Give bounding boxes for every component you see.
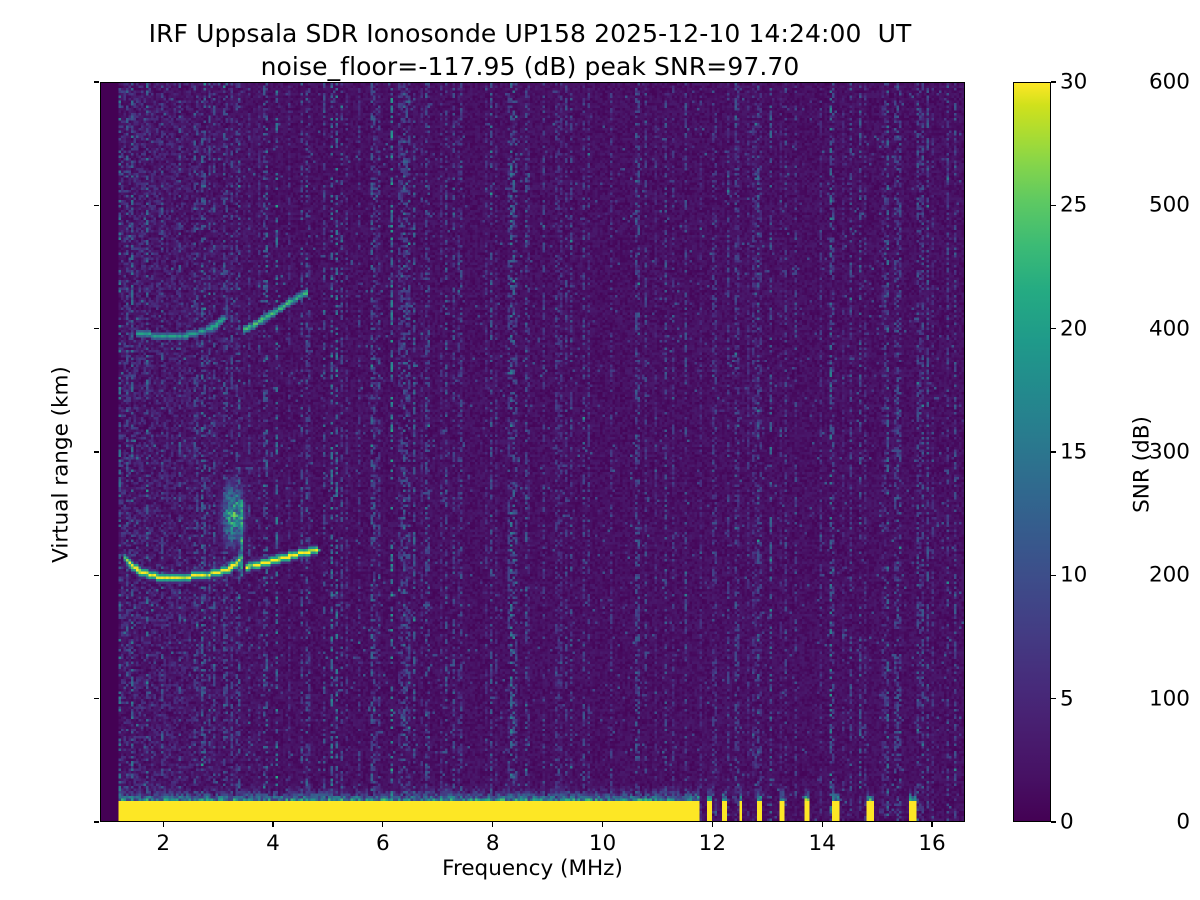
x-tick-label: 4 [266, 831, 280, 856]
y-tick-mark [94, 328, 99, 330]
colorbar-tick-mark [1051, 328, 1056, 330]
colorbar-tick-label: 20 [1060, 316, 1088, 342]
colorbar-tick-mark [1051, 821, 1056, 823]
colorbar-tick-label: 15 [1060, 439, 1088, 465]
colorbar-label: SNR (dB) [1129, 416, 1155, 513]
y-tick-mark [94, 698, 99, 700]
x-tick-mark [931, 822, 933, 827]
y-tick-mark [94, 451, 99, 453]
colorbar-tick-label: 25 [1060, 192, 1088, 218]
y-tick-mark [94, 574, 99, 576]
title-line-secondary: noise_floor=-117.95 (dB) peak SNR=97.70 [260, 51, 800, 81]
figure-title: IRF Uppsala SDR Ionosonde UP158 2025-12-… [0, 18, 1060, 83]
y-tick-label: 100 [1148, 686, 1190, 712]
y-tick-mark [94, 821, 99, 823]
colorbar-tick-label: 5 [1060, 686, 1074, 712]
x-tick-label: 12 [698, 831, 727, 856]
colorbar-tick-label: 0 [1060, 809, 1074, 835]
y-tick-label: 0 [1176, 809, 1190, 835]
x-tick-label: 6 [375, 831, 390, 856]
x-tick-label: 8 [485, 831, 500, 856]
ionogram-heatmap [101, 83, 964, 821]
y-tick-label: 500 [1148, 192, 1190, 218]
y-tick-label: 600 [1148, 69, 1190, 95]
colorbar-tick-mark [1051, 574, 1056, 576]
x-tick-mark [711, 822, 713, 827]
x-axis-label: Frequency (MHz) [442, 856, 623, 881]
y-tick-label: 200 [1148, 562, 1190, 588]
x-tick-mark [272, 822, 274, 827]
colorbar-tick-label: 30 [1060, 69, 1088, 95]
colorbar-tick-mark [1051, 81, 1056, 83]
x-tick-mark [601, 822, 604, 827]
y-tick-label: 400 [1148, 316, 1190, 342]
x-tick-label: 2 [156, 831, 170, 856]
x-tick-label: 10 [588, 831, 617, 856]
x-tick-label: 14 [808, 831, 836, 856]
y-tick-label: 300 [1148, 439, 1190, 465]
x-tick-mark [492, 822, 494, 827]
y-tick-mark [94, 81, 99, 83]
x-tick-mark [821, 822, 823, 827]
x-tick-mark [382, 822, 384, 827]
y-axis-label: Virtual range (km) [48, 366, 74, 563]
ionogram-plot-area[interactable] [100, 82, 965, 822]
colorbar-tick-mark [1051, 204, 1056, 206]
title-line-primary: IRF Uppsala SDR Ionosonde UP158 2025-12-… [148, 19, 912, 48]
y-tick-mark [94, 204, 99, 206]
colorbar-tick-mark [1051, 698, 1056, 700]
colorbar-tick-mark [1051, 451, 1056, 453]
x-tick-label: 16 [918, 831, 946, 856]
colorbar-tick-label: 10 [1060, 562, 1088, 588]
snr-colorbar[interactable] [1013, 82, 1051, 822]
x-tick-mark [162, 822, 164, 827]
